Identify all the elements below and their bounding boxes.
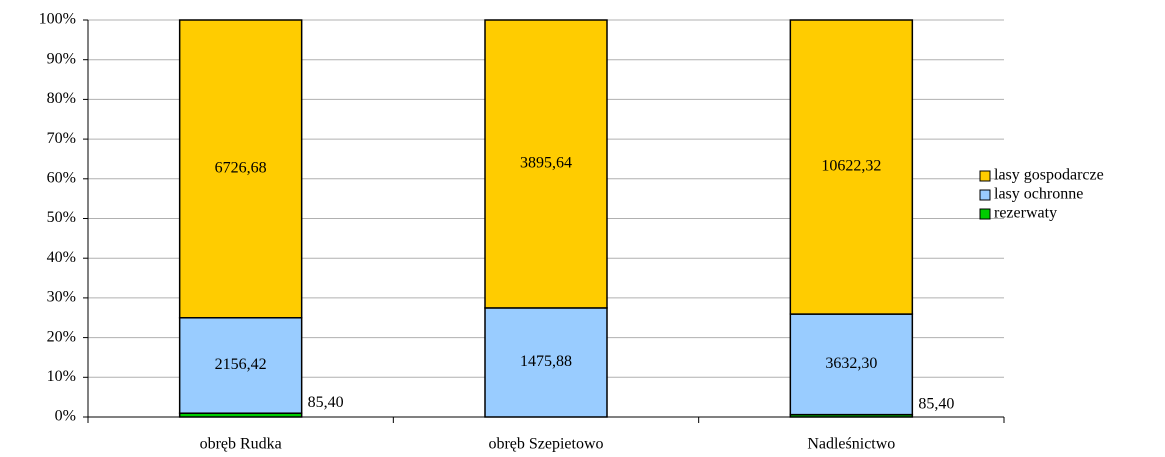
y-tick-label: 80% [47, 90, 76, 107]
data-label: 3895,64 [520, 155, 572, 172]
y-tick-label: 40% [47, 249, 76, 266]
x-tick-label: obręb Rudka [200, 436, 282, 453]
legend-label: rezerwaty [994, 205, 1057, 222]
bar-segment [484, 19, 608, 309]
y-tick-label: 30% [47, 289, 76, 306]
data-label: 1475,88 [520, 353, 572, 370]
bar-segment [789, 313, 914, 416]
y-tick-label: 20% [47, 328, 76, 345]
data-label: 10622,32 [821, 158, 881, 175]
data-label: 6726,68 [215, 160, 267, 177]
bar-segment [178, 317, 303, 414]
data-label: 2156,42 [215, 356, 267, 373]
legend-label: lasy ochronne [994, 186, 1083, 203]
y-tick-label: 60% [47, 169, 76, 186]
bar-segment [484, 307, 608, 418]
y-tick-label: 90% [47, 50, 76, 67]
y-tick-label: 50% [47, 209, 76, 226]
legend-label: lasy gospodarcze [994, 167, 1104, 184]
bar-segment [178, 19, 303, 319]
data-label: 3632,30 [825, 355, 877, 372]
y-tick-label: 10% [47, 368, 76, 385]
y-tick-label: 0% [55, 408, 76, 425]
legend-swatch [979, 189, 991, 201]
legend-swatch [979, 170, 991, 182]
y-tick-label: 100% [39, 11, 76, 28]
x-tick-label: obręb Szepietowo [488, 436, 603, 453]
data-label: 85,40 [918, 395, 954, 412]
y-tick-label: 70% [47, 130, 76, 147]
x-tick-label: Nadleśnictwo [807, 436, 895, 453]
legend-swatch [979, 208, 991, 220]
bar-segment [789, 19, 914, 315]
data-label: 85,40 [308, 394, 344, 411]
